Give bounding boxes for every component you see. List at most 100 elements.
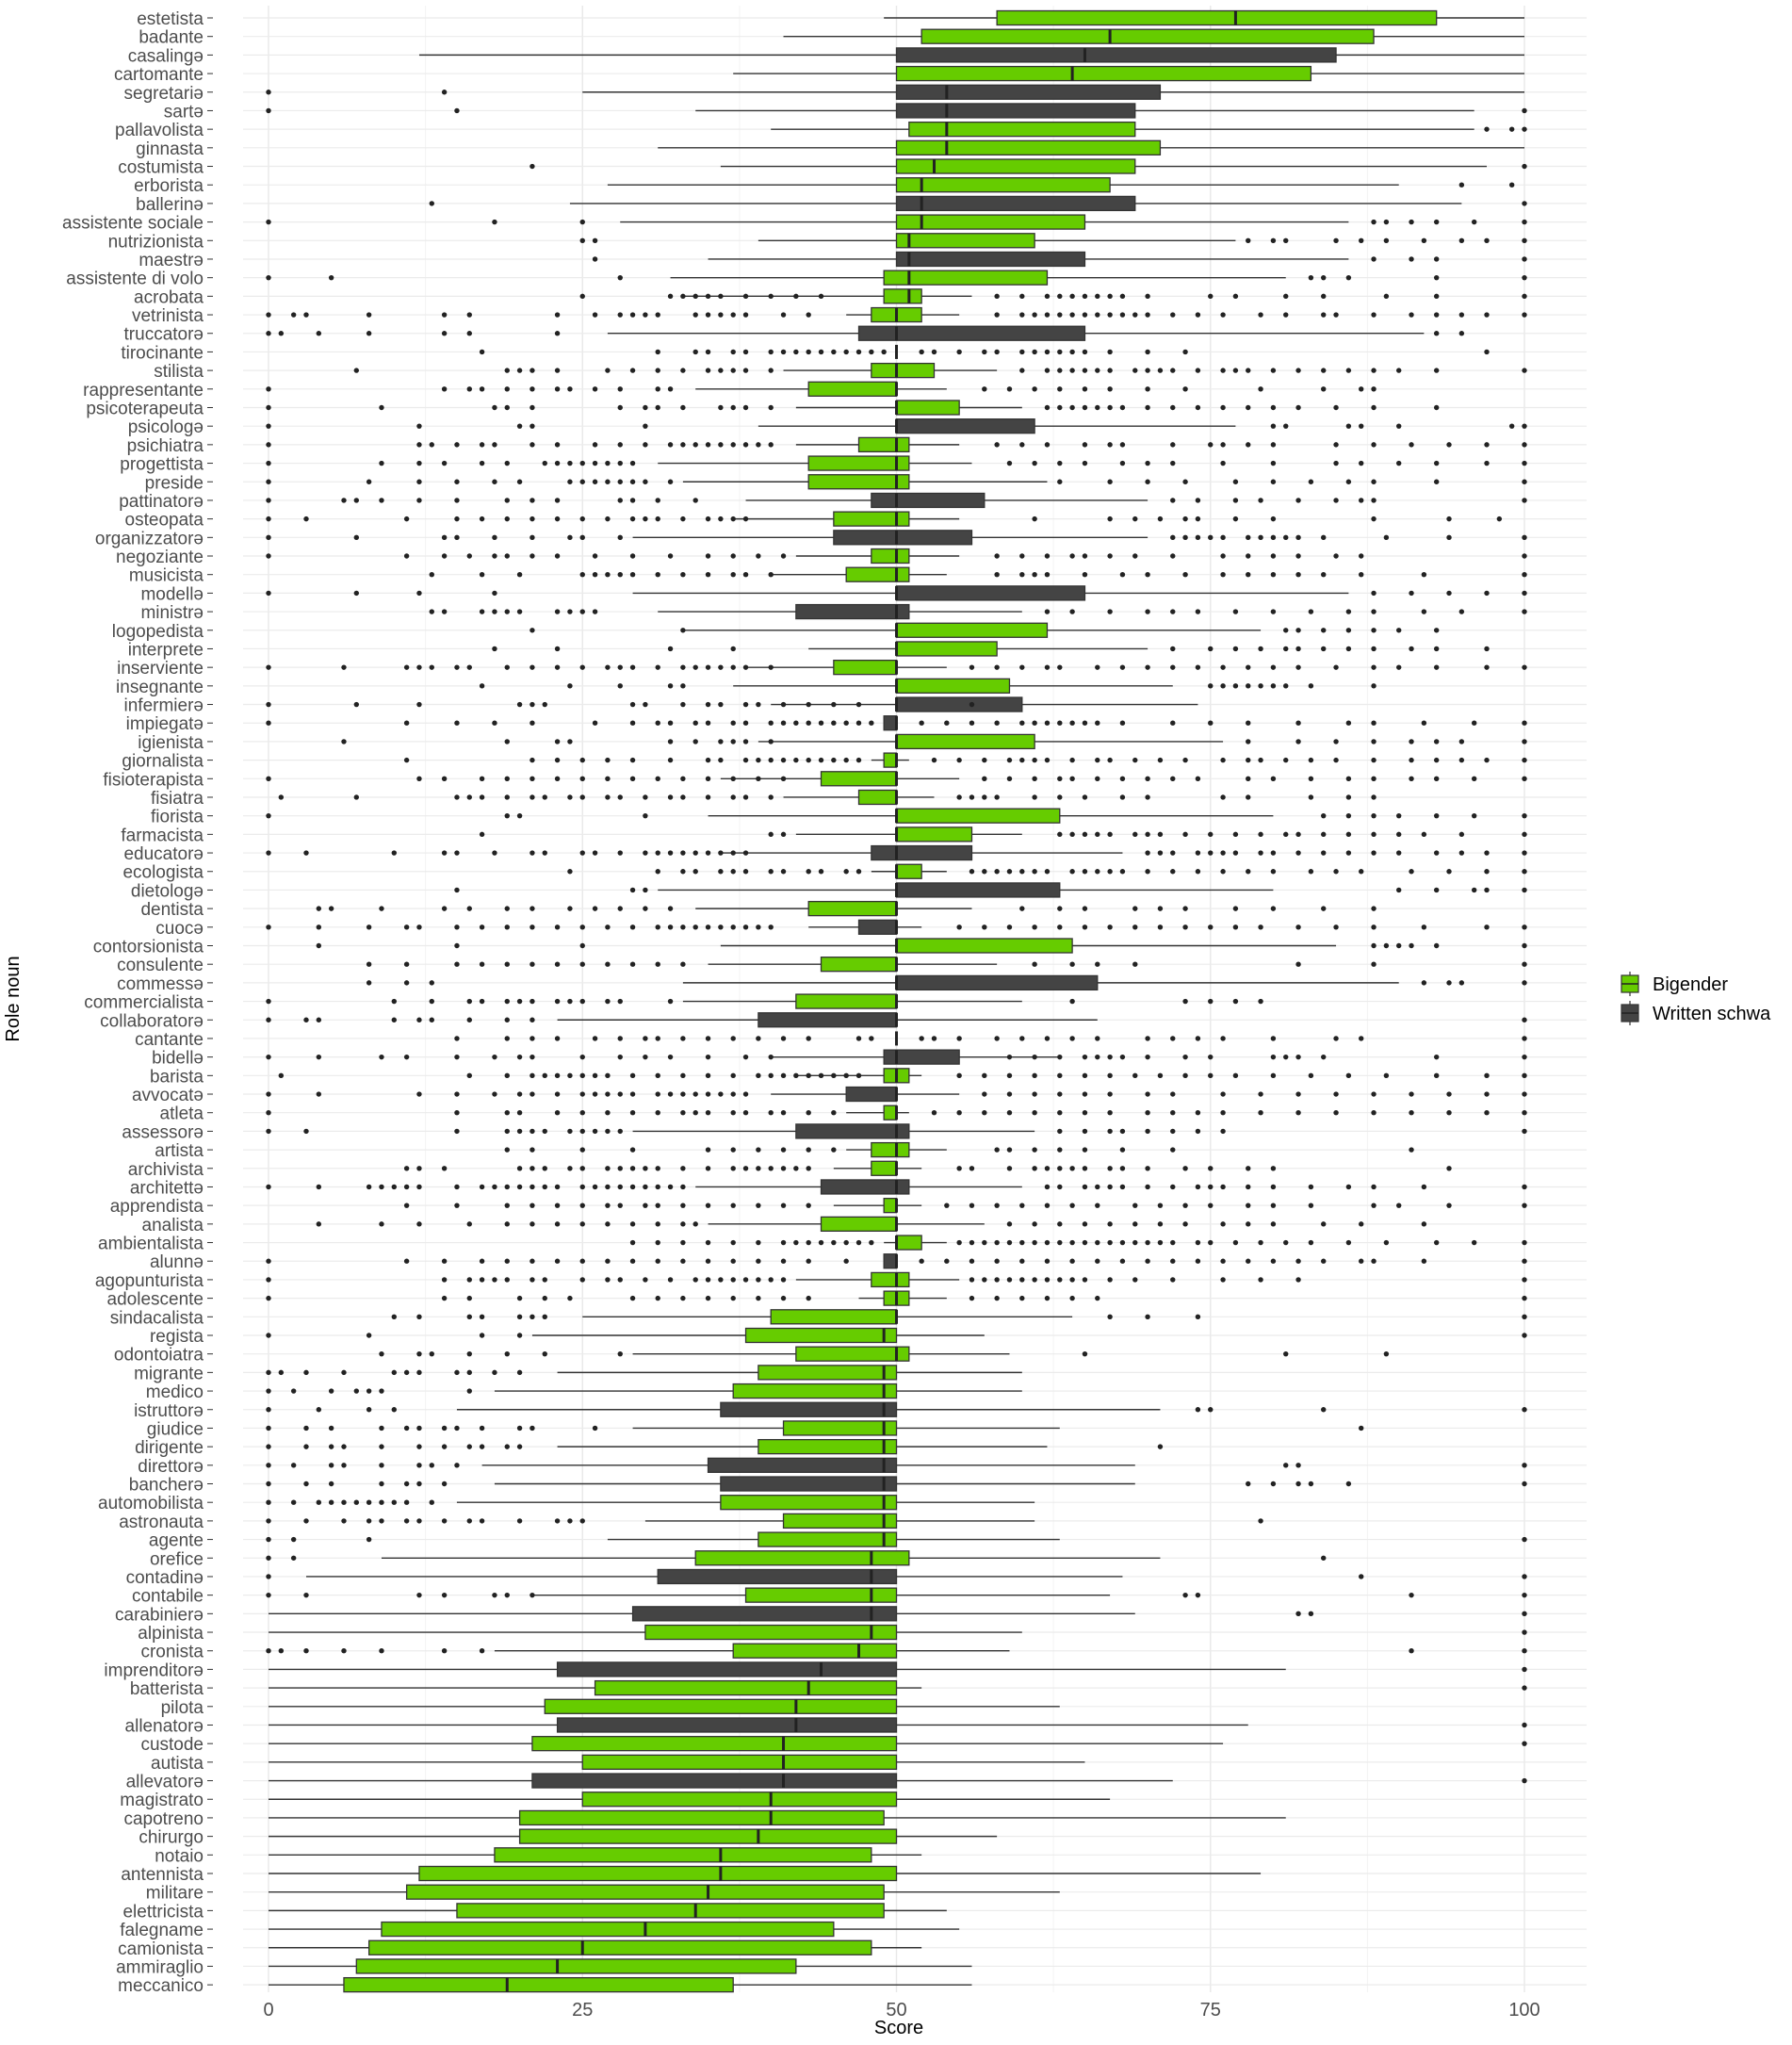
outlier-point	[454, 107, 460, 114]
outlier-point	[655, 1239, 660, 1246]
outlier-point	[718, 442, 724, 448]
iqr-box	[871, 548, 910, 564]
outlier-point	[328, 906, 334, 911]
outlier-point	[403, 980, 410, 986]
outlier-point	[1458, 331, 1465, 336]
outlier-point	[692, 1091, 698, 1097]
outlier-point	[429, 664, 434, 670]
outlier-point	[1321, 831, 1327, 838]
outlier-point	[1069, 776, 1075, 781]
outlier-point	[1522, 1091, 1527, 1097]
outlier-point	[1333, 498, 1339, 503]
outlier-point	[479, 1425, 485, 1432]
outlier-point	[742, 1277, 749, 1283]
outlier-point	[655, 1036, 660, 1041]
outlier-point	[655, 498, 660, 503]
outlier-point	[266, 460, 271, 466]
outlier-point	[1371, 683, 1377, 689]
outlier-point	[605, 1202, 611, 1208]
outlier-point	[806, 1258, 811, 1264]
outlier-point	[1270, 1054, 1277, 1060]
iqr-box	[782, 1420, 898, 1436]
outlier-point	[1032, 961, 1037, 967]
box-contorsionista	[316, 938, 1527, 954]
outlier-point	[994, 572, 1000, 578]
box-imprenditorə	[269, 1661, 1527, 1677]
outlier-point	[1182, 534, 1188, 541]
outlier-point	[780, 1258, 787, 1264]
y-tick-label: notaio	[155, 1846, 204, 1866]
outlier-point	[1522, 1184, 1527, 1190]
outlier-point	[1409, 442, 1414, 448]
outlier-point	[1006, 1110, 1013, 1116]
outlier-point	[1170, 553, 1176, 559]
outlier-point	[1522, 1629, 1527, 1635]
outlier-point	[1522, 553, 1527, 559]
y-tick-label: pallavolista	[115, 121, 204, 140]
outlier-point	[1006, 460, 1013, 466]
outlier-point	[592, 460, 598, 466]
outlier-point	[1371, 590, 1377, 597]
outlier-point	[705, 1054, 711, 1060]
outlier-point	[1132, 831, 1138, 838]
outlier-point	[1044, 609, 1051, 614]
outlier-point	[617, 404, 623, 411]
outlier-point	[1170, 460, 1176, 466]
outlier-point	[1522, 980, 1527, 986]
outlier-point	[692, 869, 698, 875]
outlier-point	[266, 1017, 271, 1022]
outlier-point	[994, 1258, 1000, 1264]
outlier-point	[1522, 1277, 1527, 1283]
outlier-point	[705, 515, 711, 522]
outlier-point	[579, 1518, 585, 1524]
iqr-box	[758, 1365, 898, 1381]
box-sindacalista	[391, 1309, 1527, 1325]
outlier-point	[680, 701, 686, 708]
outlier-point	[1522, 1036, 1527, 1041]
outlier-point	[479, 1333, 485, 1338]
outlier-point	[667, 998, 674, 1005]
outlier-point	[718, 1277, 724, 1283]
outlier-point	[1283, 1239, 1289, 1246]
box-interprete	[492, 641, 1490, 657]
outlier-point	[667, 757, 674, 763]
outlier-point	[1409, 1592, 1414, 1598]
outlier-point	[605, 460, 611, 466]
outlier-point	[1170, 1110, 1176, 1116]
outlier-point	[266, 312, 271, 318]
outlier-point	[1295, 368, 1301, 373]
box-maestrə	[592, 251, 1527, 268]
outlier-point	[617, 1277, 623, 1283]
outlier-point	[579, 1147, 585, 1153]
outlier-point	[1396, 887, 1402, 893]
outlier-point	[441, 1518, 448, 1524]
outlier-point	[730, 739, 736, 744]
outlier-point	[1082, 312, 1088, 318]
outlier-point	[504, 1202, 510, 1208]
outlier-point	[629, 572, 636, 578]
outlier-point	[919, 1036, 924, 1041]
outlier-point	[655, 1221, 660, 1227]
outlier-point	[1082, 924, 1088, 930]
outlier-point	[554, 776, 561, 781]
iqr-box	[343, 1976, 734, 1993]
box-elettricista	[269, 1903, 947, 1919]
outlier-point	[403, 1518, 410, 1524]
outlier-point	[1484, 869, 1490, 875]
outlier-point	[1082, 293, 1088, 300]
outlier-point	[1522, 126, 1527, 132]
box-tirocinante	[479, 344, 1490, 359]
box-musicista	[429, 566, 1527, 582]
outlier-point	[1107, 515, 1113, 522]
iqr-box	[833, 511, 910, 527]
outlier-point	[956, 794, 962, 800]
outlier-point	[1195, 1258, 1201, 1264]
box-infermierə	[266, 696, 1198, 712]
outlier-point	[1069, 720, 1075, 726]
outlier-point	[1258, 534, 1263, 541]
outlier-point	[266, 515, 271, 522]
outlier-point	[579, 1277, 585, 1283]
outlier-point	[1119, 1184, 1126, 1190]
outlier-point	[768, 572, 774, 578]
outlier-point	[1359, 386, 1364, 392]
